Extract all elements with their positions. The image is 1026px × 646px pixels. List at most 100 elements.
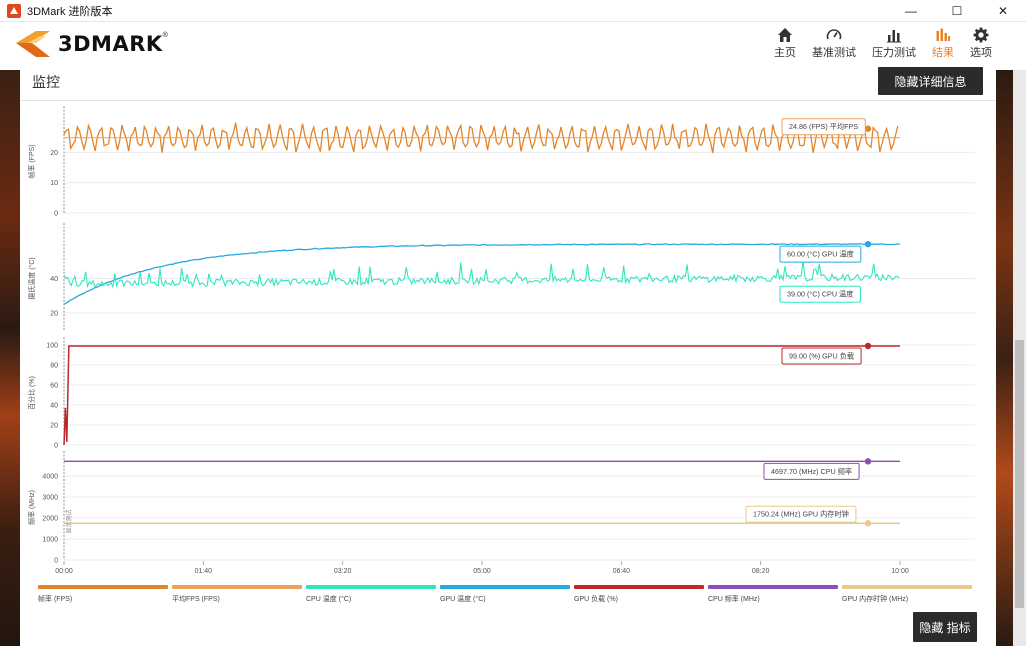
y-axis-label: 帧率 (FPS): [27, 144, 36, 178]
legend-label: GPU 负载 (%): [574, 596, 618, 603]
legend-swatch: [708, 585, 838, 589]
results-icon: [935, 26, 951, 44]
maximize-button[interactable]: ☐: [951, 4, 963, 18]
y-tick-label: 0: [54, 211, 58, 218]
nav-results[interactable]: 结果: [924, 26, 962, 60]
cpu-clock-marker-dot: [864, 458, 872, 465]
brand-name: 3DMARK: [58, 32, 163, 56]
legend-swatch: [306, 585, 436, 589]
hide-metrics-button[interactable]: 隐藏 指标: [913, 612, 977, 642]
hide-details-button[interactable]: 隐藏详细信息: [878, 67, 983, 95]
gauge-icon: [826, 26, 842, 44]
avg-fps-callout-text: 24.86 (FPS) 平均FPS: [789, 122, 858, 131]
legend-swatch: [38, 585, 168, 589]
y-tick-label: 80: [50, 363, 58, 370]
nav-home-label: 主页: [774, 47, 796, 59]
app-header: 3DMARK ® 主页 基准测试 压力测试 结果: [0, 22, 1026, 70]
gpu-load-callout-text: 99.00 (%) GPU 负载: [789, 352, 854, 361]
nav-benchmarks-label: 基准测试: [812, 47, 856, 59]
gear-icon: [973, 26, 989, 44]
y-tick-label: 10: [50, 180, 58, 187]
window-titlebar: 3DMark 进阶版本 — ☐ ✕: [0, 0, 1026, 22]
y-tick-label: 60: [50, 383, 58, 390]
main-nav: 主页 基准测试 压力测试 结果 选项: [766, 26, 1000, 60]
cpu-clock-callout-text: 4697.70 (MHz) CPU 频率: [771, 467, 852, 476]
legend-item[interactable]: 平均FPS (FPS): [172, 585, 302, 604]
avg-fps-callout-box: [781, 118, 866, 136]
nav-stress-tests-label: 压力测试: [872, 47, 916, 59]
y-tick-label: 0: [54, 558, 58, 565]
brand-logo[interactable]: 3DMARK ®: [14, 28, 168, 60]
legend-label: GPU 温度 (°C): [440, 596, 486, 603]
cpu-temp-series-line: [63, 260, 900, 289]
gpu-temp-callout-box: [779, 245, 862, 263]
gpu-load-callout-box: [781, 347, 862, 365]
gpu-mem-clock-callout-box: [745, 505, 857, 523]
nav-options-label: 选项: [970, 47, 992, 59]
y-tick-label: 4000: [42, 474, 58, 481]
annotation-label: 显示测试: [65, 509, 73, 533]
gpu-temp-callout-text: 60.00 (°C) GPU 温度: [787, 250, 854, 259]
window-title: 3DMark 进阶版本: [27, 5, 113, 18]
x-tick-label: 00:00: [55, 568, 73, 575]
scrollbar-thumb[interactable]: [1015, 340, 1024, 608]
legend-item[interactable]: GPU 温度 (°C): [440, 585, 570, 604]
y-axis-label: 频率 (MHz): [27, 490, 36, 525]
x-tick-label: 05:00: [473, 568, 491, 575]
app-icon: [7, 3, 21, 18]
y-tick-label: 20: [50, 310, 58, 317]
y-tick-label: 0: [54, 443, 58, 450]
nav-options[interactable]: 选项: [962, 26, 1000, 60]
gpu-load-series-line: [63, 345, 900, 446]
y-tick-label: 40: [50, 403, 58, 410]
bar-chart-icon: [886, 26, 902, 44]
x-tick-label: 06:40: [613, 568, 631, 575]
monitoring-chart: 0 10 20 帧率 (FPS) 24.86 (FPS) 平均FPS 20 40 摄氏温度 (…: [27, 106, 975, 575]
legend-item[interactable]: 帧率 (FPS): [38, 585, 168, 604]
x-tick-label: 03:20: [334, 568, 352, 575]
legend-label: CPU 温度 (°C): [306, 596, 352, 603]
brand-registered-mark: ®: [162, 31, 168, 39]
x-tick-label: 08:20: [752, 568, 770, 575]
gpu-temp-marker-dot: [864, 240, 872, 248]
background-art-left: [0, 70, 20, 646]
legend-label: GPU 内存时钟 (MHz): [842, 596, 909, 603]
minimize-button[interactable]: —: [905, 4, 917, 18]
x-tick-label: 01:40: [195, 568, 213, 575]
home-icon: [777, 26, 793, 44]
gpu-mem-clock-callout-text: 1750.24 (MHz) GPU 内存时钟: [753, 510, 849, 519]
nav-stress-tests[interactable]: 压力测试: [864, 26, 924, 60]
legend-item[interactable]: CPU 频率 (MHz): [708, 585, 838, 604]
y-axis-label: 百分比 (%): [27, 376, 36, 410]
y-tick-label: 20: [50, 423, 58, 430]
y-axis-label: 摄氏温度 (°C): [27, 257, 36, 299]
legend-label: 帧率 (FPS): [38, 596, 73, 603]
legend-swatch: [172, 585, 302, 589]
legend-swatch: [842, 585, 972, 589]
nav-home[interactable]: 主页: [766, 26, 804, 60]
cpu-temp-callout-box: [779, 285, 861, 303]
legend-item[interactable]: GPU 内存时钟 (MHz): [842, 585, 972, 604]
x-tick-label: 10:00: [891, 568, 909, 575]
gpu-temp-series-line: [63, 243, 901, 305]
panel-title: 监控: [32, 75, 60, 91]
y-tick-label: 100: [46, 343, 58, 350]
close-button[interactable]: ✕: [997, 4, 1009, 18]
gpu-load-marker-dot: [864, 342, 872, 350]
fps-marker-dot: [864, 125, 872, 132]
y-tick-label: 3000: [42, 495, 58, 502]
panel-divider: [20, 100, 996, 101]
chart-legend: 帧率 (FPS) 平均FPS (FPS) CPU 温度 (°C) GPU 温度 (°C…: [38, 585, 978, 605]
y-tick-label: 20: [50, 150, 58, 157]
monitoring-panel: 监控 隐藏详细信息 0 10 20 帧率 (FPS) 24.86 (FPS) 平均FPS…: [20, 67, 996, 646]
legend-item[interactable]: CPU 温度 (°C): [306, 585, 436, 604]
y-tick-label: 40: [50, 276, 58, 283]
gpu-mem-clock-marker-dot: [864, 520, 872, 527]
cpu-clock-callout-box: [763, 462, 860, 480]
y-tick-label: 1000: [42, 537, 58, 544]
nav-results-label: 结果: [932, 47, 954, 59]
cpu-temp-callout-text: 39.00 (°C) CPU 温度: [787, 290, 853, 299]
fps-series-line: [63, 122, 899, 154]
nav-benchmarks[interactable]: 基准测试: [804, 26, 864, 60]
legend-item[interactable]: GPU 负载 (%): [574, 585, 704, 604]
